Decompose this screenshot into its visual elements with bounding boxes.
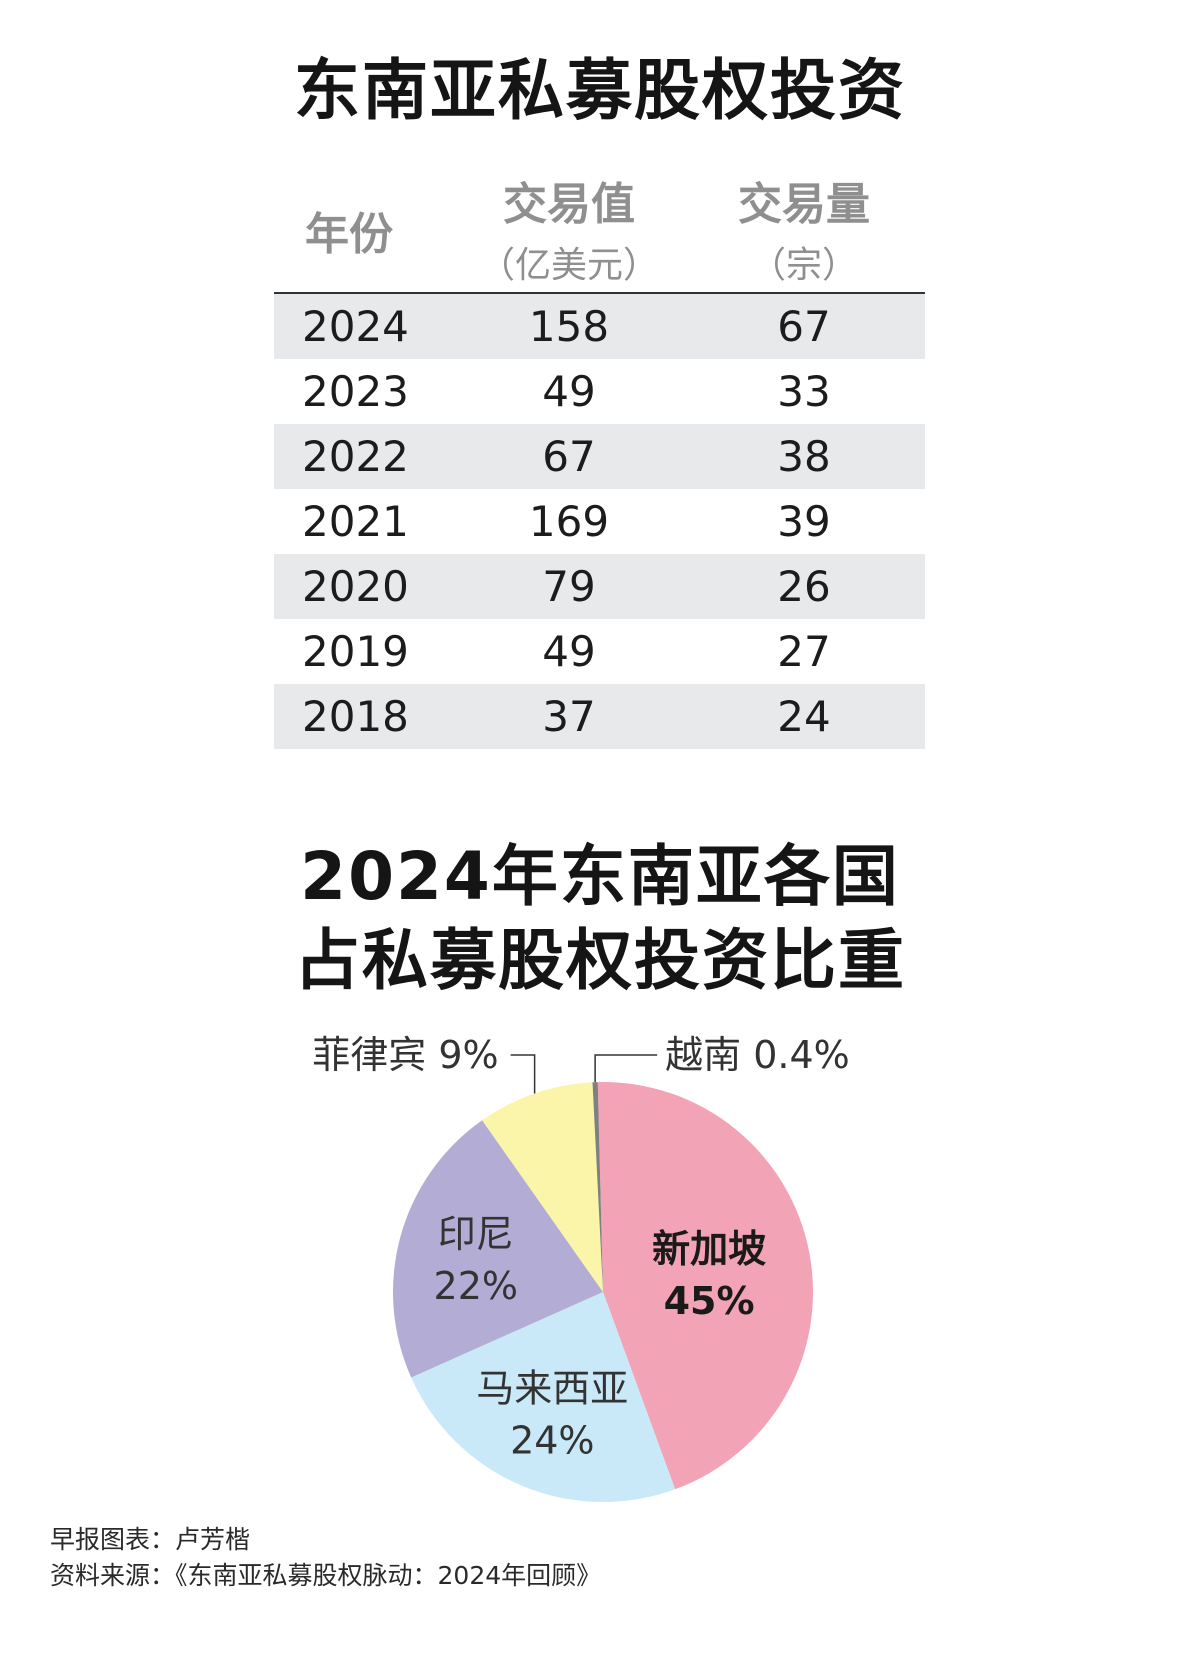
header-value-unit: （亿美元） (478, 245, 659, 286)
cell-year: 2024 (302, 302, 409, 351)
slice-label-malaysia: 马来西亚 (476, 1367, 628, 1411)
cell-year: 2022 (302, 432, 409, 481)
pie-title: 2024年东南亚各国 占私募股权投资比重 (0, 835, 1200, 1003)
cell-value: 37 (542, 692, 596, 741)
slice-label-singapore: 新加坡 (652, 1227, 766, 1271)
slice-value-malaysia: 24% (510, 1419, 594, 1463)
slice-value-indonesia: 22% (434, 1264, 518, 1308)
pie-slice-vietnam (592, 1082, 603, 1292)
cell-volume: 39 (777, 497, 831, 546)
leader-line-vietnam (594, 1054, 658, 1083)
cell-value: 158 (528, 302, 610, 351)
table-row: 2019 49 27 (274, 619, 925, 684)
cell-volume: 26 (777, 562, 831, 611)
cell-volume: 33 (777, 367, 831, 416)
table-body: 2024 158 67 2023 49 33 2022 67 38 2021 169 39 2020 79… (274, 294, 925, 749)
table-title: 东南亚私募股权投资 (294, 52, 906, 129)
cell-value: 169 (528, 497, 610, 546)
pie-slice-singapore (597, 1082, 814, 1490)
slice-label-vietnam: 越南 0.4% (665, 1033, 850, 1077)
cell-year: 2020 (302, 562, 409, 611)
cell-volume: 38 (777, 432, 831, 481)
footer-source: 资料来源：《东南亚私募股权脉动：2024年回顾》 (50, 1561, 602, 1590)
pie-subtitle: 占私募股权投资比重 (294, 922, 906, 999)
cell-value: 49 (542, 627, 596, 676)
pie-slice-indonesia (393, 1120, 603, 1378)
slice-value-singapore: 45% (664, 1279, 755, 1323)
table-row: 2018 37 24 (274, 684, 925, 749)
cell-value: 67 (542, 432, 596, 481)
cell-value: 49 (542, 367, 596, 416)
header-value: 交易值 （亿美元） (474, 168, 664, 288)
cell-volume: 67 (777, 302, 831, 351)
slice-label-philippines: 菲律宾 9% (312, 1033, 498, 1077)
table-row: 2021 169 39 (274, 489, 925, 554)
cell-value: 79 (542, 562, 596, 611)
cell-volume: 27 (777, 627, 831, 676)
header-volume-unit: （宗） (749, 245, 858, 286)
table-row: 2024 158 67 (274, 294, 925, 359)
table-header: 年份 交易值 （亿美元） 交易量 （宗） (274, 168, 925, 294)
cell-year: 2019 (302, 627, 409, 676)
table-row: 2022 67 38 (274, 424, 925, 489)
pie-slice-malaysia (411, 1292, 676, 1502)
cell-year: 2018 (302, 692, 409, 741)
investment-table: 年份 交易值 （亿美元） 交易量 （宗） 2024 158 67 2023 49 33 20… (274, 168, 925, 749)
leader-line-philippines (510, 1054, 536, 1094)
table-row: 2020 79 26 (274, 554, 925, 619)
footer-credit: 早报图表：卢芳楷 (50, 1525, 251, 1554)
table-row: 2023 49 33 (274, 359, 925, 424)
cell-volume: 24 (777, 692, 831, 741)
pie-slice-philippines (482, 1082, 603, 1292)
slice-label-indonesia: 印尼 (438, 1212, 514, 1256)
pie-chart: 新加坡 45% 马来西亚 24% 印尼 22% 菲律宾 9% 越南 0.4% (312, 1033, 850, 1502)
cell-year: 2021 (302, 497, 409, 546)
cell-year: 2023 (302, 367, 409, 416)
header-year: 年份 (305, 209, 393, 260)
header-volume: 交易量 （宗） (704, 168, 904, 288)
